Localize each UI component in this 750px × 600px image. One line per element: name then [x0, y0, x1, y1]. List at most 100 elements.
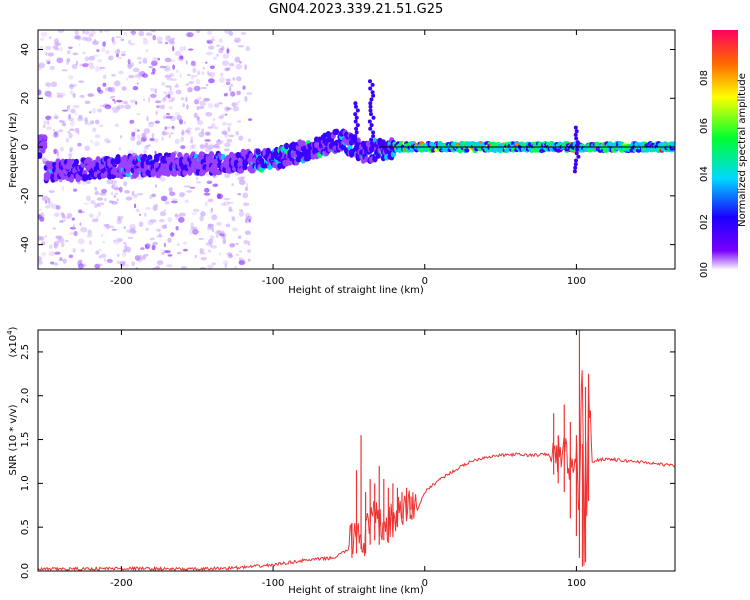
spectrogram-noise-point — [206, 180, 213, 184]
spectrogram-noise-point — [174, 138, 180, 145]
spectrogram-noise-point — [242, 192, 249, 199]
spectrogram-noise-point — [54, 41, 60, 47]
spectrogram-spur-point — [370, 145, 375, 150]
spectrogram-spur-point — [369, 97, 374, 102]
spectrogram-noise-point — [207, 102, 213, 109]
spectrogram-noise-point — [190, 62, 195, 67]
spectrogram-noise-point — [69, 128, 75, 131]
spectrogram-noise-point — [59, 257, 63, 261]
spectrogram-noise-point — [187, 87, 193, 93]
spectrogram-noise-point — [40, 37, 45, 41]
spectrogram-noise-point — [129, 119, 135, 124]
spectrogram-spur-point — [575, 140, 580, 145]
spectrogram-noise-point — [215, 234, 219, 238]
spectrogram-noise-point — [246, 215, 253, 221]
spectrogram-noise-point — [137, 76, 141, 80]
spectrogram-noise-point — [95, 250, 100, 255]
spectrogram-noise-point — [183, 248, 188, 252]
spectrogram-noise-point — [224, 30, 231, 35]
spectrogram-noise-point — [232, 105, 239, 112]
spectrogram-noise-point — [69, 84, 73, 88]
spectrogram-noise-point — [197, 96, 202, 101]
spectrogram-noise-point — [39, 45, 44, 51]
snr-xtick-label: -100 — [262, 578, 285, 589]
spectrogram-noise-point — [81, 95, 85, 98]
spectrogram-noise-point — [90, 120, 95, 125]
spectrogram-ridge-point — [208, 151, 215, 158]
spectrogram-noise-point — [200, 248, 205, 254]
spectrogram-noise-point — [166, 112, 170, 116]
spectrogram-noise-point — [38, 256, 42, 262]
spectrogram-spur-point — [370, 90, 375, 95]
spectrogram-noise-point — [165, 201, 170, 205]
colorbar-gradient — [712, 30, 738, 270]
spectrogram-noise-point — [87, 229, 92, 236]
spectrogram-noise-point — [40, 31, 48, 37]
spectrogram-noise-point — [39, 208, 42, 211]
spectrogram-spur-point — [371, 134, 376, 139]
spectrogram-noise-point — [50, 261, 55, 265]
spectrogram-noise-point — [237, 45, 245, 48]
spectrogram-noise-point — [205, 112, 213, 117]
spectrogram-noise-point — [161, 252, 165, 255]
spectrogram-noise-point — [171, 78, 178, 81]
spectrogram-noise-point — [104, 198, 107, 202]
spectrogram-noise-point — [92, 40, 99, 46]
spectrogram-noise-point — [237, 100, 241, 103]
spectrogram-noise-point — [87, 62, 94, 66]
spectrogram-noise-point — [106, 140, 112, 144]
spectrogram-noise-point — [48, 190, 55, 194]
spectrogram-noise-point — [89, 30, 97, 35]
spectrogram-noise-point — [136, 208, 140, 213]
spectrogram-noise-point — [164, 74, 172, 79]
spectrogram-noise-point — [163, 91, 167, 95]
spectrogram-noise-point — [63, 216, 70, 220]
spectrogram-noise-point — [164, 250, 171, 254]
spectrogram-noise-point — [182, 241, 188, 245]
spectrogram-noise-point — [111, 180, 117, 185]
spectrogram-noise-point — [45, 51, 48, 56]
chart-title: GN04.2023.339.21.51.G25 — [268, 2, 444, 17]
spectrogram-noise-point — [192, 208, 200, 213]
spectrogram-noise-point — [113, 100, 117, 104]
spectrogram-spur-point — [353, 134, 358, 139]
spectrogram-noise-point — [72, 52, 79, 56]
spectrogram-noise-point — [103, 258, 107, 262]
spectrogram-noise-point — [153, 138, 159, 143]
spectrogram-ridge-point — [334, 128, 340, 135]
spectrogram-xtick-label: 0 — [422, 276, 428, 287]
spectrogram-noise-point — [131, 190, 135, 196]
spectrogram-noise-point — [230, 84, 233, 87]
spectrogram-noise-point — [68, 254, 74, 259]
spectrogram-noise-point — [190, 60, 196, 66]
spectrogram-noise-point — [157, 229, 161, 232]
spectrogram-noise-point — [74, 35, 81, 40]
spectrogram-noise-point — [80, 248, 85, 253]
spectrogram-noise-point — [88, 213, 94, 218]
spectrogram-noise-point — [111, 184, 115, 189]
spectrogram-noise-point — [116, 48, 121, 54]
spectrogram-noise-point — [157, 57, 161, 61]
spectrogram-spur-point — [369, 141, 374, 146]
spectrogram-spur-point — [575, 147, 580, 152]
spectrogram-noise-point — [239, 209, 244, 212]
spectrogram-noise-point — [119, 186, 123, 193]
spectrogram-noise-point — [154, 88, 158, 94]
spectrogram-noise-point — [149, 121, 154, 124]
spectrogram-noise-point — [225, 78, 231, 82]
spectrogram-noise-point — [232, 77, 236, 81]
spectrogram-noise-point — [88, 65, 95, 70]
spectrogram-noise-point — [91, 218, 99, 223]
spectrogram-noise-point — [201, 71, 205, 76]
spectrogram-ridge-point — [255, 148, 261, 155]
spectrogram-ridge-point — [73, 158, 79, 166]
spectrogram-noise-point — [72, 248, 76, 253]
spectrogram-noise-point — [112, 41, 117, 45]
spectrogram-noise-point — [105, 106, 110, 109]
spectrogram-spur-point — [371, 93, 376, 98]
spectrogram-noise-point — [84, 30, 90, 35]
spectrogram-noise-point — [128, 74, 135, 79]
spectrogram-noise-point — [82, 63, 89, 68]
spectrogram-noise-point — [59, 146, 65, 152]
